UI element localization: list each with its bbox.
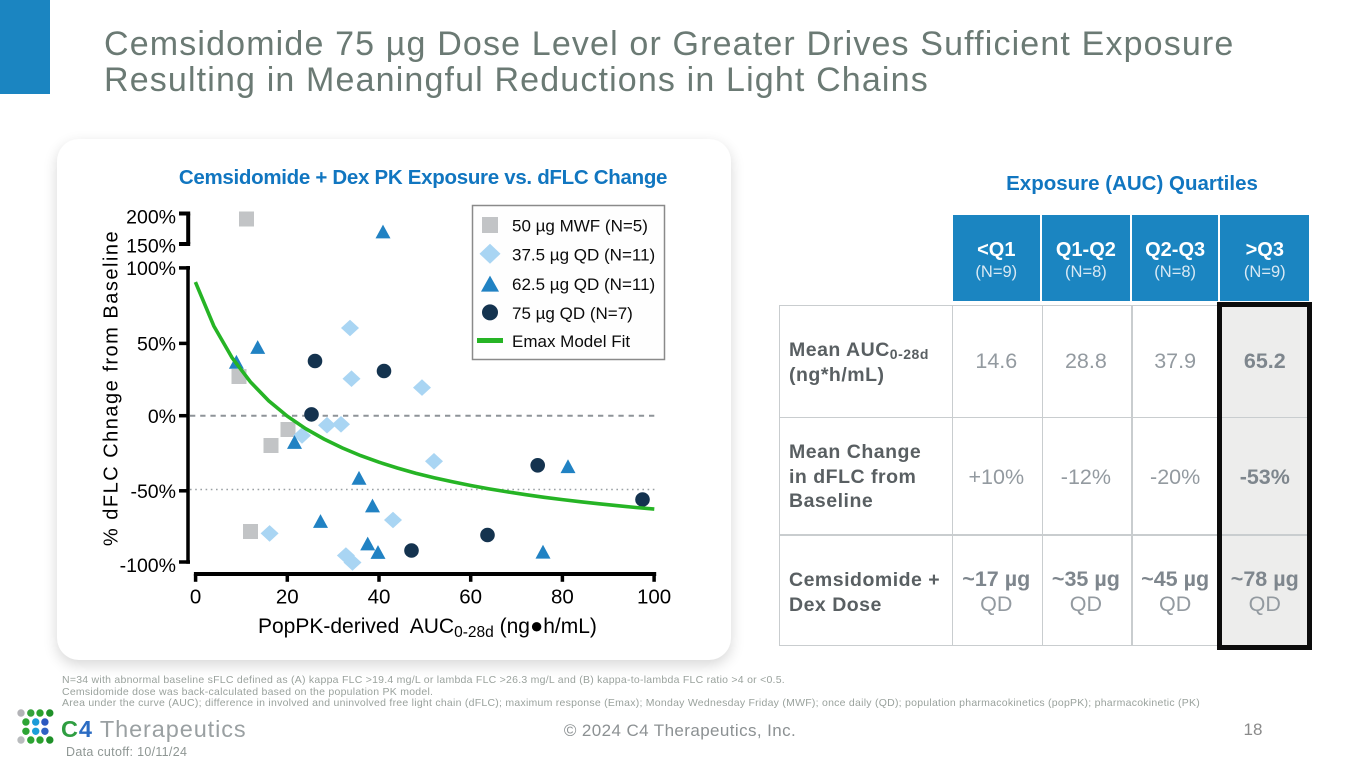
svg-text:60: 60 [459, 586, 482, 609]
svg-text:-50%: -50% [130, 481, 176, 503]
svg-text:PopPK-derived AUC0-28d (ng●h/: PopPK-derived AUC0-28d (ng●h/mL) [258, 613, 597, 641]
svg-text:20: 20 [276, 586, 299, 609]
svg-text:Emax Model Fit: Emax Model Fit [512, 332, 630, 351]
svg-text:37.5 µg QD (N=11): 37.5 µg QD (N=11) [512, 245, 655, 264]
svg-text:200%: 200% [126, 207, 176, 229]
svg-text:80: 80 [551, 586, 574, 609]
svg-text:% dFLC Chnage from Baseline: % dFLC Chnage from Baseline [101, 230, 123, 546]
svg-text:150%: 150% [126, 236, 176, 258]
svg-text:75 µg QD (N=7): 75 µg QD (N=7) [512, 304, 633, 323]
svg-text:40: 40 [368, 586, 391, 609]
svg-text:100%: 100% [126, 258, 176, 280]
svg-text:50 µg MWF (N=5): 50 µg MWF (N=5) [512, 217, 648, 236]
svg-text:50%: 50% [137, 334, 176, 356]
svg-text:100: 100 [637, 586, 671, 609]
svg-text:0%: 0% [148, 406, 176, 428]
svg-text:0: 0 [190, 586, 201, 609]
svg-text:-100%: -100% [120, 555, 176, 577]
svg-text:62.5 µg QD (N=11): 62.5 µg QD (N=11) [512, 275, 655, 294]
svg-text:Cemsidomide + Dex PK Exposure: Cemsidomide + Dex PK Exposure vs. dFLC C… [179, 166, 667, 189]
